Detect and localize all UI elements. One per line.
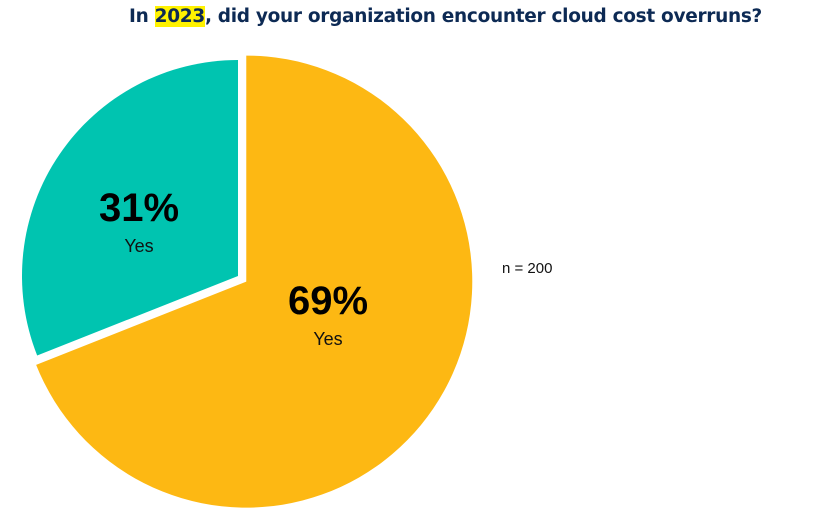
slice-category-label: Yes	[124, 236, 153, 256]
title-suffix: , did your organization encounter cloud …	[204, 6, 762, 27]
pie-slice-69	[36, 55, 473, 508]
title-highlight-year: 2023	[154, 6, 205, 27]
slice-value-label: 69%	[288, 279, 368, 323]
chart-title: In 2023, did your organization encounter…	[0, 6, 820, 27]
pie-slice-31	[21, 60, 238, 356]
slice-category-label: Yes	[313, 329, 342, 349]
sample-size-note: n = 200	[502, 260, 553, 277]
slice-value-label: 31%	[99, 186, 179, 230]
title-prefix: In	[129, 6, 155, 27]
